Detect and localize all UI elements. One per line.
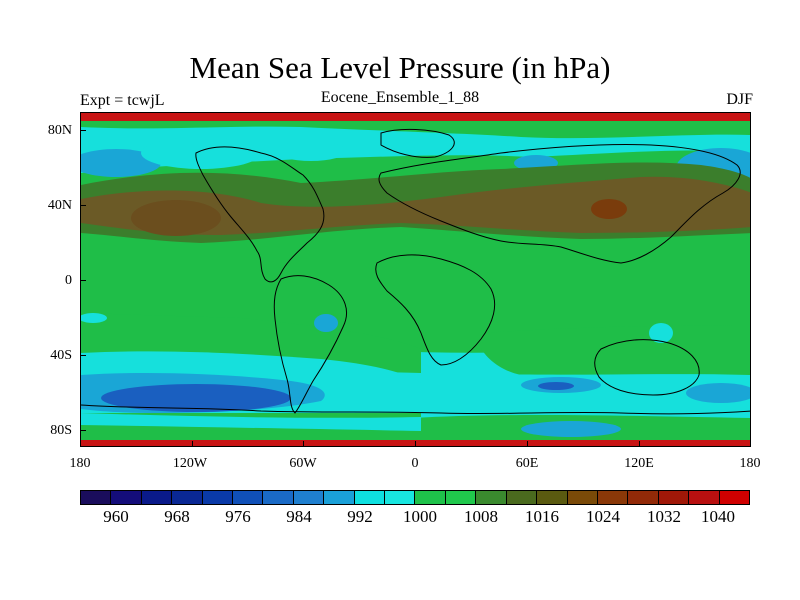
- colorbar-bin: [628, 491, 659, 504]
- colorbar-label: 992: [347, 507, 373, 526]
- colorbar-label: 968: [164, 507, 190, 526]
- colorbar: [80, 490, 750, 505]
- map-contour-field: [81, 113, 750, 446]
- colorbar-label: 1000: [403, 507, 437, 526]
- lat-label-40n: 40N: [47, 198, 72, 213]
- colorbar-bin: [233, 491, 264, 504]
- colorbar-label: 1032: [647, 507, 681, 526]
- lat-label-40s: 40S: [50, 348, 72, 363]
- colorbar-bin: [354, 491, 386, 504]
- pressure-map: [80, 112, 751, 447]
- colorbar-bin: [719, 491, 749, 504]
- colorbar-label: 1024: [586, 507, 620, 526]
- colorbar-bin: [658, 491, 690, 504]
- colorbar-bin: [111, 491, 142, 504]
- lat-label-80n: 80N: [47, 123, 72, 138]
- lat-tick: [80, 130, 86, 131]
- lon-tick: [527, 441, 528, 447]
- colorbar-label: 1016: [525, 507, 559, 526]
- lon-label-60e: 60E: [515, 456, 539, 471]
- season-label: DJF: [726, 91, 753, 108]
- colorbar-bin: [445, 491, 477, 504]
- lat-tick: [80, 430, 86, 431]
- lon-label-180w: 180: [69, 456, 91, 471]
- colorbar-bin: [567, 491, 598, 504]
- lat-tick: [80, 280, 86, 281]
- lat-label-80s: 80S: [50, 423, 72, 438]
- colorbar-bin: [415, 491, 446, 504]
- lon-tick: [639, 441, 640, 447]
- colorbar-bin: [506, 491, 538, 504]
- colorbar-bin: [597, 491, 629, 504]
- lat-tick: [80, 355, 86, 356]
- colorbar-bin: [537, 491, 568, 504]
- colorbar-bin: [172, 491, 203, 504]
- ensemble-label: Eocene_Ensemble_1_88: [320, 89, 480, 106]
- lon-tick: [192, 441, 193, 447]
- lon-label-120e: 120E: [624, 456, 654, 471]
- colorbar-label: 1040: [701, 507, 735, 526]
- lon-tick: [303, 441, 304, 447]
- colorbar-bin: [81, 491, 112, 504]
- colorbar-bin: [263, 491, 294, 504]
- lon-label-120w: 120W: [172, 456, 208, 471]
- lat-tick: [80, 205, 86, 206]
- colorbar-bin: [202, 491, 234, 504]
- lon-label-0: 0: [411, 456, 419, 471]
- colorbar-bin: [385, 491, 416, 504]
- colorbar-bin: [689, 491, 720, 504]
- colorbar-bin: [324, 491, 355, 504]
- lon-label-60w: 60W: [289, 456, 317, 471]
- colorbar-label: 1008: [464, 507, 498, 526]
- colorbar-bin: [293, 491, 325, 504]
- colorbar-label: 976: [225, 507, 251, 526]
- colorbar-label: 984: [286, 507, 312, 526]
- lon-label-180e: 180: [739, 456, 761, 471]
- colorbar-bin: [476, 491, 507, 504]
- colorbar-label: 960: [103, 507, 129, 526]
- experiment-label: Expt = tcwjL: [80, 92, 165, 109]
- lon-tick: [415, 441, 416, 447]
- lat-label-0: 0: [65, 273, 72, 288]
- colorbar-bin: [141, 491, 173, 504]
- map-title: Mean Sea Level Pressure (in hPa): [189, 50, 611, 85]
